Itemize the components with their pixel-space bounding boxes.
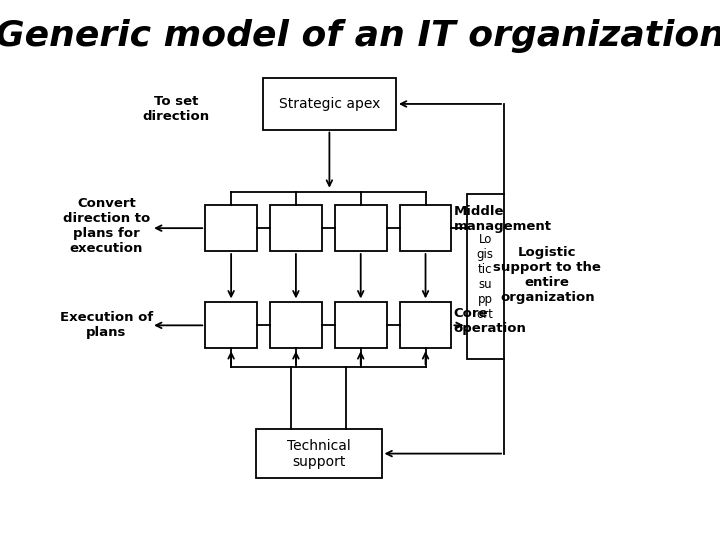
Text: Middle
management: Middle management bbox=[454, 205, 552, 233]
FancyBboxPatch shape bbox=[335, 205, 387, 251]
Text: Lo
gis
tic
su
pp
ort: Lo gis tic su pp ort bbox=[477, 233, 494, 321]
FancyBboxPatch shape bbox=[400, 205, 451, 251]
FancyBboxPatch shape bbox=[205, 205, 257, 251]
Text: Core
operation: Core operation bbox=[454, 307, 526, 335]
Text: Strategic apex: Strategic apex bbox=[279, 97, 380, 111]
FancyBboxPatch shape bbox=[270, 205, 322, 251]
Text: To set
direction: To set direction bbox=[143, 95, 210, 123]
Text: Generic model of an IT organization: Generic model of an IT organization bbox=[0, 19, 720, 53]
FancyBboxPatch shape bbox=[256, 429, 382, 478]
Text: Technical
support: Technical support bbox=[287, 438, 351, 469]
FancyBboxPatch shape bbox=[270, 302, 322, 348]
Text: Execution of
plans: Execution of plans bbox=[60, 311, 153, 339]
FancyBboxPatch shape bbox=[335, 302, 387, 348]
FancyBboxPatch shape bbox=[400, 302, 451, 348]
Text: Convert
direction to
plans for
execution: Convert direction to plans for execution bbox=[63, 197, 150, 255]
FancyBboxPatch shape bbox=[205, 302, 257, 348]
FancyBboxPatch shape bbox=[467, 194, 504, 359]
FancyBboxPatch shape bbox=[263, 78, 396, 130]
Text: Logistic
support to the
entire
organization: Logistic support to the entire organizat… bbox=[493, 246, 601, 305]
